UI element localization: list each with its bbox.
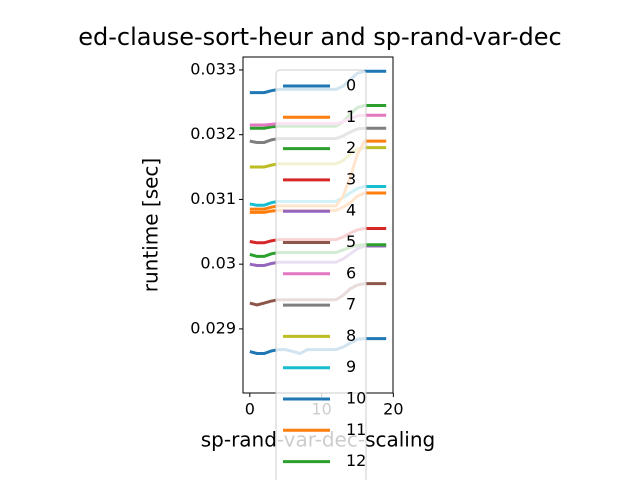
y-tick-label: 0.032 — [190, 124, 236, 143]
legend-label: 12 — [346, 451, 366, 470]
legend-label: 8 — [346, 326, 356, 345]
legend-label: 0 — [346, 76, 356, 95]
x-tick-label: 0 — [245, 400, 255, 419]
x-tick-label: 20 — [383, 400, 403, 419]
legend-label: 2 — [346, 138, 356, 157]
y-tick-label: 0.03 — [200, 254, 236, 273]
legend-label: 9 — [346, 357, 356, 376]
legend-label: 10 — [346, 389, 366, 408]
legend-label: 4 — [346, 201, 356, 220]
legend-label: 11 — [346, 420, 366, 439]
y-axis-label: runtime [sec] — [139, 158, 163, 292]
legend-label: 3 — [346, 169, 356, 188]
y-tick-label: 0.029 — [190, 318, 236, 337]
legend-label: 5 — [346, 232, 356, 251]
y-tick-label: 0.031 — [190, 189, 236, 208]
y-tick-label: 0.033 — [190, 59, 236, 78]
chart-title: ed-clause-sort-heur and sp-rand-var-dec — [78, 23, 562, 51]
legend-label: 7 — [346, 295, 356, 314]
legend-label: 6 — [346, 263, 356, 282]
legend-label: 1 — [346, 107, 356, 126]
